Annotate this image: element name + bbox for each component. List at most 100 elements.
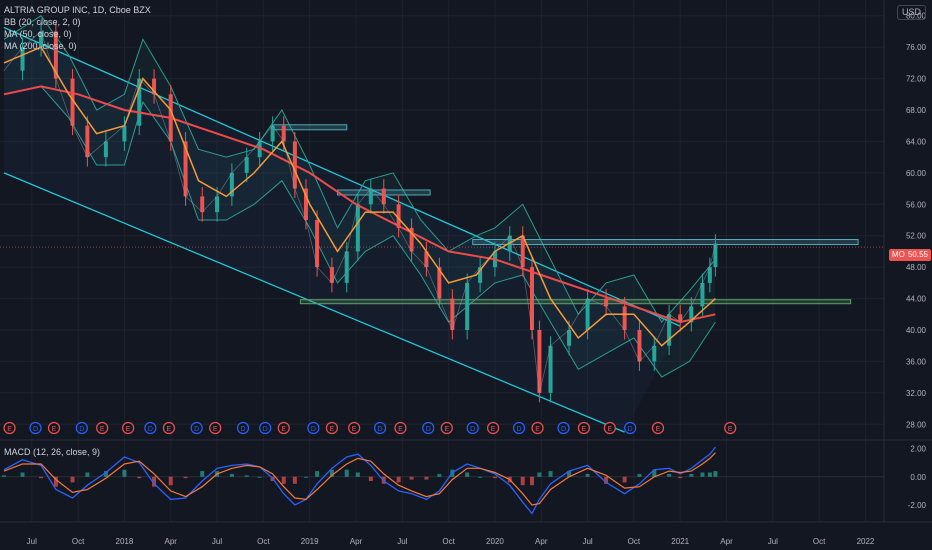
event-marker-label: E xyxy=(656,426,661,433)
macd-histogram-bar xyxy=(257,476,262,478)
earnings-marker xyxy=(162,421,175,435)
earnings-marker xyxy=(486,421,500,435)
event-marker-label: D xyxy=(311,426,316,433)
time-axis-tick: Jul xyxy=(397,537,407,546)
bb-lower xyxy=(3,85,716,378)
event-marker-label: D xyxy=(148,426,153,433)
time-axis-tick: Oct xyxy=(813,537,826,546)
candle-body xyxy=(137,78,142,126)
macd-axis-tick: 2.00 xyxy=(910,444,926,453)
candle-body xyxy=(20,47,25,71)
dividend-marker xyxy=(307,421,320,435)
candle-body xyxy=(368,188,373,205)
candle-body xyxy=(567,330,572,346)
macd-histogram-bar xyxy=(200,471,205,477)
macd-histogram-bar xyxy=(437,473,442,477)
price-axis-tick: 28.00 xyxy=(906,420,927,429)
event-marker-label: E xyxy=(330,426,335,433)
candle-body xyxy=(381,188,386,205)
candle-body xyxy=(700,282,705,307)
macd-histogram-bar xyxy=(152,476,157,487)
candle-body xyxy=(344,251,349,283)
event-marker-label: E xyxy=(7,426,12,433)
earnings-marker xyxy=(348,421,361,435)
event-marker-label: D xyxy=(426,426,431,433)
candle-body xyxy=(520,235,525,268)
candle-body xyxy=(530,267,534,330)
macd-histogram-bar xyxy=(103,471,108,477)
channel-fill xyxy=(4,27,681,433)
event-marker-label: E xyxy=(582,426,587,433)
dividend-marker xyxy=(422,421,435,435)
macd-histogram-bar xyxy=(244,475,249,477)
ma200-legend[interactable]: MA (200, close, 0) xyxy=(4,41,77,51)
macd-histogram-bar xyxy=(689,473,694,477)
price-axis-tick: 80.00 xyxy=(906,12,927,21)
macd-histogram-bar xyxy=(39,476,44,479)
macd-histogram-bar xyxy=(396,476,401,483)
event-marker-label: D xyxy=(79,426,84,433)
price-axis-tick: 48.00 xyxy=(906,263,927,272)
time-axis-tick: 2022 xyxy=(857,537,875,546)
macd-histogram-bar xyxy=(585,473,590,477)
macd-histogram-bar xyxy=(292,476,297,484)
dividend-marker xyxy=(190,421,203,435)
macd-histogram-bar xyxy=(707,472,712,477)
earnings-marker xyxy=(577,421,590,435)
time-axis-tick: Oct xyxy=(257,537,270,546)
candle-body xyxy=(329,267,334,283)
candle-body xyxy=(122,125,127,142)
candle-body xyxy=(396,204,401,228)
macd-histogram-bar xyxy=(492,476,497,479)
event-marker-label: E xyxy=(352,426,357,433)
macd-histogram-bar xyxy=(281,476,286,484)
currency-button[interactable]: USD xyxy=(896,5,926,20)
event-marker-label: D xyxy=(240,426,245,433)
ma50-legend[interactable]: MA (50, close, 0) xyxy=(4,29,72,39)
macd-histogram-bar xyxy=(567,471,572,477)
macd-legend[interactable]: MACD (12, 26, close, 9) xyxy=(4,447,101,457)
macd-histogram-bar xyxy=(168,476,173,486)
time-axis-tick: Apr xyxy=(720,537,733,546)
candle-body xyxy=(303,188,308,220)
time-axis-tick: Apr xyxy=(535,537,548,546)
price-close-line xyxy=(3,30,716,393)
macd-histogram-bar xyxy=(344,469,349,477)
candle-body xyxy=(478,267,483,283)
macd-histogram-bar xyxy=(424,476,429,480)
time-axis-tick: Oct xyxy=(628,537,641,546)
event-marker-label: E xyxy=(126,426,131,433)
earnings-marker xyxy=(209,421,222,435)
candle-body xyxy=(257,141,262,158)
macd-axis-tick: 0.00 xyxy=(910,473,926,482)
time-axis-tick: Apr xyxy=(165,537,178,546)
event-marker-label: D xyxy=(561,426,566,433)
dividend-marker xyxy=(29,421,42,435)
candle-body xyxy=(637,330,642,362)
dividend-marker xyxy=(557,421,570,435)
earnings-marker xyxy=(724,421,737,435)
candle-body xyxy=(707,267,712,283)
earnings-marker xyxy=(394,421,407,435)
time-axis-tick: Jul xyxy=(582,537,592,546)
earnings-marker xyxy=(603,421,616,435)
candle-body xyxy=(229,172,234,197)
time-axis-tick: Jul xyxy=(27,537,37,546)
macd-histogram-bar xyxy=(183,476,188,479)
candle-body xyxy=(548,345,553,393)
macd-histogram-bar xyxy=(667,473,672,477)
ma200-line xyxy=(3,85,716,324)
candle-body xyxy=(465,282,470,330)
candle-body xyxy=(667,314,672,346)
earnings-marker xyxy=(122,421,135,435)
event-marker-label: D xyxy=(194,426,199,433)
chart-title: ALTRIA GROUP INC, 1D, Cboe BZX xyxy=(4,5,151,15)
time-axis-tick: 2019 xyxy=(301,537,319,546)
candle-body xyxy=(103,141,108,158)
macd-histogram-bar xyxy=(465,472,470,477)
bb-legend[interactable]: BB (20, close, 2, 0) xyxy=(4,17,81,27)
earnings-marker xyxy=(3,421,16,435)
candle-body xyxy=(450,298,455,330)
